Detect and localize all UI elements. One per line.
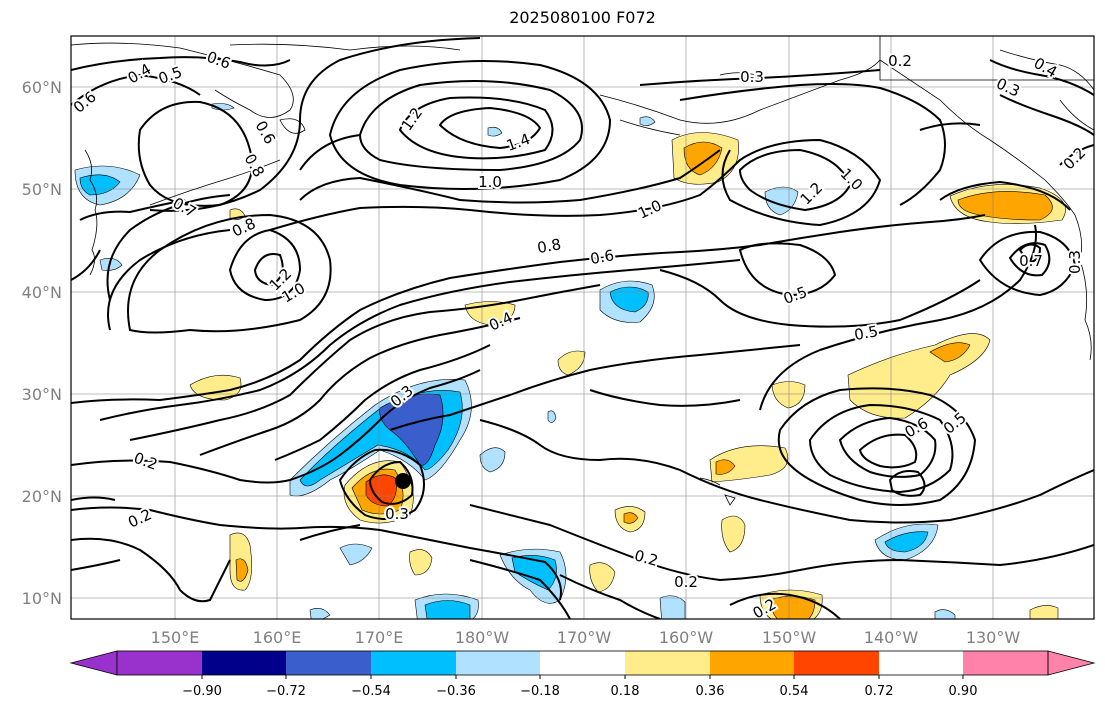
shade-lightblue <box>487 126 503 137</box>
colorbar-tick-label: 0.18 <box>611 684 640 699</box>
shade-orange <box>715 459 736 475</box>
colorbar-cell <box>202 651 286 675</box>
colorbar-tick-label: −0.54 <box>351 684 391 699</box>
map-frame <box>70 35 1095 620</box>
shade-lightblue <box>99 258 123 271</box>
colorbar-tick-label: 0.72 <box>865 684 894 699</box>
colorbar-tick-label: −0.36 <box>436 684 476 699</box>
colorbar-extend-high <box>1047 650 1096 676</box>
lon-label: 170°E <box>355 628 404 647</box>
colorbar-cell <box>794 651 879 675</box>
shade-yellow <box>557 350 586 376</box>
shade-yellow <box>589 562 616 593</box>
shade-yellow <box>1029 605 1059 619</box>
lat-label: 40°N <box>22 283 62 302</box>
lon-label: 170°W <box>557 628 612 647</box>
shade-orange <box>929 342 971 363</box>
shade-orange <box>683 141 723 176</box>
colorbar-frame <box>116 650 1049 676</box>
colorbar-tick-label: −0.18 <box>520 684 560 699</box>
shade-lightblue <box>309 608 331 619</box>
contour-label: 0.3 <box>1066 250 1084 274</box>
colorbar-cell <box>710 651 794 675</box>
shade-blue <box>609 286 649 313</box>
shade-lightblue <box>479 447 506 473</box>
lat-label: 60°N <box>22 78 62 97</box>
shade-red <box>365 474 397 507</box>
shade-orange <box>235 558 249 582</box>
lon-label: 160°W <box>659 628 714 647</box>
contour-label: 0.2 <box>674 573 698 591</box>
shade-lightblue <box>934 609 956 619</box>
shade-orange <box>957 191 1053 221</box>
lon-label: 130°W <box>966 628 1021 647</box>
longitude-labels: 150°E 160°E 170°E 180°W 170°W 160°W 150°… <box>151 628 1021 647</box>
colorbar-cell <box>625 651 710 675</box>
colorbar-cell <box>540 651 625 675</box>
lat-label: 30°N <box>22 385 62 404</box>
shade-yellow <box>721 515 746 553</box>
colorbar-cell <box>286 651 371 675</box>
contour-lines <box>71 37 1094 619</box>
lon-label: 180°W <box>455 628 510 647</box>
colorbar-tick-label: 0.54 <box>780 684 809 699</box>
colorbar-tick-label: −0.72 <box>266 684 306 699</box>
shading-layer <box>74 103 1066 619</box>
contour-label: 0.7 <box>1019 252 1043 270</box>
shade-lightblue <box>339 543 373 566</box>
contour-label: 1.0 <box>478 173 502 191</box>
lon-label: 140°W <box>864 628 919 647</box>
contour-label: 0.3 <box>385 505 409 523</box>
colorbar-tick-label: 0.90 <box>949 684 978 699</box>
shade-blue <box>884 531 929 553</box>
colorbar-tick-label: 0.36 <box>696 684 725 699</box>
storm-center-marker <box>395 473 411 489</box>
coastlines <box>71 36 1094 506</box>
lat-label: 10°N <box>22 589 62 608</box>
lon-label: 150°E <box>151 628 200 647</box>
contour-label: 0.2 <box>888 52 912 70</box>
map-title: 2025080100 F072 <box>509 8 656 27</box>
shade-lightblue <box>639 116 656 126</box>
colorbar-extend-low <box>69 650 118 676</box>
shade-blue <box>511 555 557 591</box>
colorbar-cell <box>963 651 1048 675</box>
colorbar: −0.90 −0.72 −0.54 −0.36 −0.18 0.18 0.36 0.54 0.7… <box>69 650 1096 699</box>
shade-orange <box>623 512 639 524</box>
colorbar-cell <box>371 651 456 675</box>
shade-lightblue <box>659 595 686 619</box>
shade-yellow <box>709 445 789 483</box>
lat-label: 50°N <box>22 180 62 199</box>
contour-label: 0.3 <box>740 68 764 86</box>
shade-yellow <box>409 549 433 576</box>
shade-blue <box>424 600 471 619</box>
colorbar-cell <box>117 651 202 675</box>
colorbar-cell <box>456 651 540 675</box>
contour-label: 0.5 <box>853 322 880 344</box>
latitude-labels: 60°N 50°N 40°N 30°N 20°N 10°N <box>22 78 62 608</box>
lon-label: 150°W <box>762 628 817 647</box>
lat-label: 20°N <box>22 487 62 506</box>
lon-label: 160°E <box>253 628 302 647</box>
shade-lightblue <box>547 410 557 423</box>
colorbar-tick-label: −0.90 <box>182 684 222 699</box>
